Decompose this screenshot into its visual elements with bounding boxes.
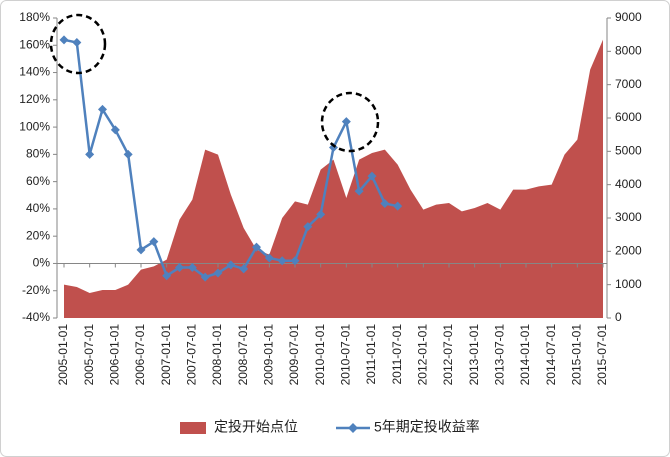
plot-area: -40% -20% 0% 20% 40% 60% 80% 100% 120% 140% 160% 18… [19,10,642,385]
y2-tick-label: 0 [615,310,622,324]
y2-tick-label: 5000 [615,144,642,158]
x-tick-label: 2005-01-01 [56,324,70,386]
highlight-circle [49,13,107,75]
y-tick-label: 60% [26,174,50,188]
y-tick-label: -20% [22,283,50,297]
marker [264,253,274,263]
marker [162,271,172,281]
y-tick-label: 140% [19,65,50,79]
marker [354,186,364,196]
x-tick-label: 2014-01-01 [518,324,532,386]
y2-tick-label: 8000 [615,44,642,58]
y2-tick-label: 9000 [615,10,642,24]
y2-tick-label: 2000 [615,244,642,258]
x-tick-label: 2013-07-01 [493,324,507,386]
legend-swatch [180,422,206,434]
x-tick-label: 2010-07-01 [339,324,353,386]
x-tick-label: 2009-07-01 [287,324,301,386]
marker [110,125,120,135]
x-tick-label: 2008-01-01 [210,324,224,386]
marker [393,201,403,211]
y2-tick-label: 1000 [615,277,642,291]
legend-text: 定投开始点位 [214,419,298,435]
marker [72,38,82,48]
marker [187,263,197,273]
marker [98,104,107,114]
x-tick-label: 2014-07-01 [544,324,558,386]
y-tick-label: 40% [26,201,50,215]
x-tick-label: 2007-07-01 [185,324,199,386]
marker [226,260,236,270]
x-tick-label: 2008-07-01 [236,324,250,386]
x-tick-label: 2012-01-01 [416,324,430,386]
marker [123,149,133,159]
marker [252,242,261,252]
y2-tick-label: 4000 [615,177,642,191]
marker [290,256,300,266]
legend-text: 5年期定投收益率 [374,419,480,435]
marker [213,268,223,278]
x-tick-label: 2011-07-01 [390,324,404,385]
marker [329,143,338,153]
x-tick-label: 2012-07-01 [441,324,455,386]
marker [367,171,377,181]
x-tick-label: 2006-07-01 [133,324,147,386]
y-tick-label: 0% [33,256,51,270]
x-tick-label: 2015-07-01 [595,324,609,386]
x-tick-label: 2009-01-01 [262,324,276,386]
marker [149,237,159,247]
marker [136,245,146,255]
y-tick-label: 120% [19,92,50,106]
y2-tick-label: 3000 [615,210,642,224]
y-tick-label: -40% [22,310,50,324]
y-tick-label: 160% [19,37,50,51]
x-tick-label: 2006-01-01 [108,324,122,386]
y-tick-label: 20% [26,228,50,242]
marker [380,198,390,208]
marker [303,222,313,232]
y-tick-label: 100% [19,119,50,133]
y-tick-label: 80% [26,147,50,161]
marker [85,149,95,159]
marker [277,256,287,266]
x-tick-label: 2010-01-01 [313,324,327,386]
y2-tick-label: 6000 [615,110,642,124]
x-tick-label: 2013-01-01 [467,324,481,386]
y-tick-label: 180% [19,10,50,24]
marker [59,35,69,45]
marker [239,264,249,274]
legend-marker [348,423,358,433]
area [64,39,603,319]
marker [341,117,351,127]
x-tick-label: 2007-01-01 [159,324,173,386]
x-tick-label: 2015-01-01 [570,324,584,386]
marker [175,263,184,273]
marker [200,272,210,282]
x-tick-label: 2005-07-01 [82,324,96,386]
marker [316,209,326,219]
y2-tick-label: 7000 [615,77,642,91]
highlight-circle [320,91,380,153]
x-tick-label: 2011-01-01 [364,324,378,385]
